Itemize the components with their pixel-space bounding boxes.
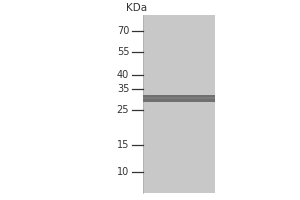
Text: 55: 55 bbox=[117, 47, 129, 57]
Text: 15: 15 bbox=[117, 140, 129, 150]
Text: 10: 10 bbox=[117, 167, 129, 177]
Bar bbox=[142, 15, 215, 193]
Text: 40: 40 bbox=[117, 70, 129, 80]
Bar bbox=[142, 95, 215, 102]
Text: 70: 70 bbox=[117, 26, 129, 36]
Text: 25: 25 bbox=[117, 105, 129, 115]
Text: KDa: KDa bbox=[126, 3, 147, 13]
Bar bbox=[142, 97, 215, 99]
Text: 35: 35 bbox=[117, 84, 129, 94]
